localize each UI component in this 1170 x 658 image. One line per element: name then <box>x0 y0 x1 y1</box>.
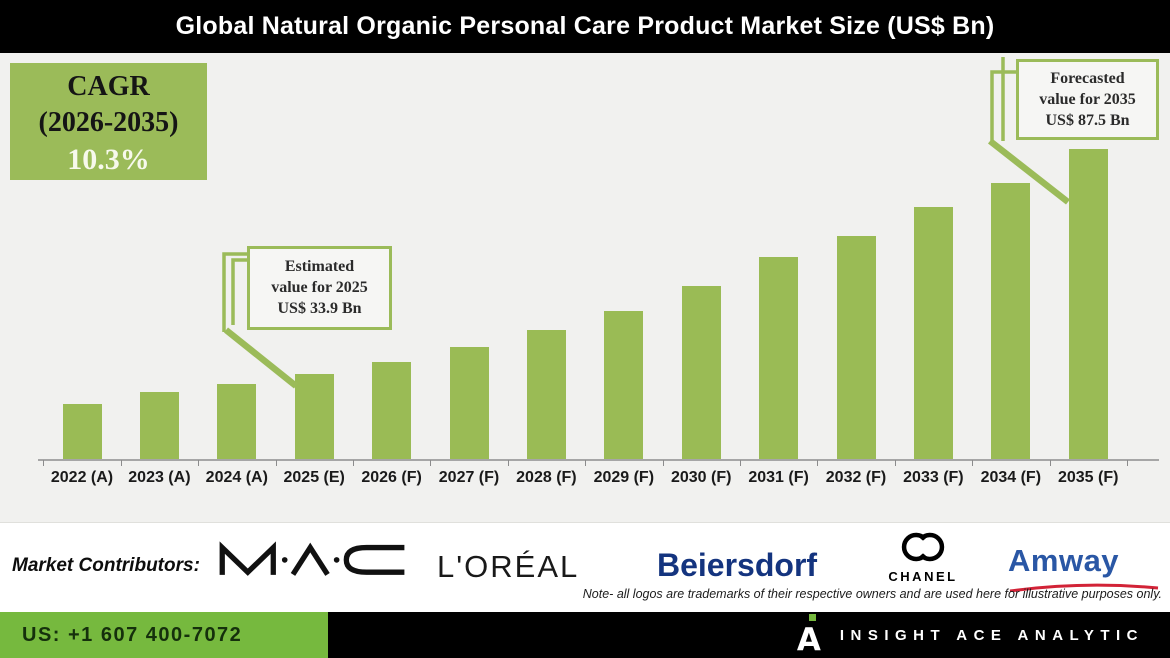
market-contributors-strip: Market Contributors: L'ORÉAL Beiersdorf … <box>0 523 1170 612</box>
chanel-logo: CHANEL <box>877 531 969 584</box>
x-axis-label: 2034 (F) <box>980 469 1042 486</box>
forecasted-value-callout: Forecasted value for 2035 US$ 87.5 Bn <box>1016 59 1159 140</box>
x-axis-label: 2033 (F) <box>903 469 964 486</box>
forecasted-line-2: value for 2035 <box>1039 91 1136 108</box>
axis-tick <box>1049 460 1051 466</box>
bar-2034 (F) <box>991 183 1031 459</box>
bar-2025 (E) <box>294 374 334 459</box>
bar-2035 (F) <box>1068 149 1108 459</box>
axis-tick <box>662 460 664 466</box>
x-axis-label: 2035 (F) <box>1057 469 1119 486</box>
x-axis-label: 2022 (A) <box>50 469 114 486</box>
bar-2026 (F) <box>372 362 412 459</box>
axis-tick <box>894 460 896 466</box>
bar-2022 (A) <box>62 404 102 459</box>
x-axis-label: 2024 (A) <box>205 469 268 486</box>
bar-chart: CAGR (2026-2035) 10.3% Estimated value f… <box>0 53 1170 523</box>
axis-tick <box>430 460 432 466</box>
bar-2031 (F) <box>759 257 799 459</box>
axis-tick <box>972 460 974 466</box>
footer-brand-block: A INSIGHT ACE ANALYTIC <box>328 612 1170 658</box>
amway-wordmark: Amway <box>1008 543 1120 578</box>
logo-letter-a: A <box>796 622 821 658</box>
forecasted-line-3: US$ 87.5 Bn <box>1045 112 1130 129</box>
phone-number: US: +1 607 400-7072 <box>22 623 243 646</box>
trademark-note: Note- all logos are trademarks of their … <box>582 587 1162 601</box>
mac-logo <box>219 541 405 576</box>
x-axis-label: 2029 (F) <box>593 469 655 486</box>
cagr-value: 10.3% <box>67 143 150 176</box>
x-axis-label: 2030 (F) <box>670 469 732 486</box>
footer: US: +1 607 400-7072 A INSIGHT ACE ANALYT… <box>0 612 1170 658</box>
bar-2029 (F) <box>604 311 644 459</box>
bar-2032 (F) <box>836 236 876 459</box>
chanel-cc-icon <box>901 532 945 562</box>
beiersdorf-logo: Beiersdorf <box>657 547 818 583</box>
x-axis-label: 2025 (E) <box>283 469 345 486</box>
x-axis-label: 2026 (F) <box>361 469 422 486</box>
brand-name: INSIGHT ACE ANALYTIC <box>839 626 1144 644</box>
axis-tick <box>120 460 122 466</box>
axis-tick <box>585 460 587 466</box>
footer-contact-block: US: +1 607 400-7072 <box>0 612 328 658</box>
axis-tick <box>352 460 354 466</box>
axis-tick <box>817 460 819 466</box>
x-axis-label: 2032 (F) <box>825 469 887 486</box>
axis-tick <box>198 460 200 466</box>
title-bar: Global Natural Organic Personal Care Pro… <box>0 0 1170 53</box>
axis-tick <box>1126 460 1128 466</box>
loreal-logo: L'ORÉAL <box>437 549 580 584</box>
bar-2028 (F) <box>526 330 566 459</box>
amway-swoosh-icon <box>1009 583 1159 593</box>
estimated-line-3: US$ 33.9 Bn <box>277 300 362 317</box>
estimated-line-2: value for 2025 <box>271 279 368 296</box>
page-title: Global Natural Organic Personal Care Pro… <box>175 12 995 40</box>
bar-2024 (A) <box>217 384 257 459</box>
forecasted-line-1: Forecasted <box>1050 70 1125 87</box>
axis-tick <box>275 460 277 466</box>
contributors-label: Market Contributors: <box>12 555 200 576</box>
estimated-value-callout: Estimated value for 2025 US$ 33.9 Bn <box>247 246 392 330</box>
x-axis-label: 2023 (A) <box>128 469 191 486</box>
cagr-callout: CAGR (2026-2035) 10.3% <box>10 63 207 180</box>
bar-2027 (F) <box>449 347 489 459</box>
insight-ace-logo-icon: A <box>796 614 825 658</box>
bar-2033 (F) <box>913 207 953 459</box>
x-axis-label: 2028 (F) <box>516 469 577 486</box>
axis-tick <box>43 460 45 466</box>
logo-green-square <box>808 614 816 621</box>
amway-logo: Amway <box>1008 543 1160 597</box>
bar-2030 (F) <box>681 286 721 459</box>
chanel-wordmark: CHANEL <box>888 569 958 584</box>
x-axis-label: 2027 (F) <box>438 469 500 486</box>
estimated-line-1: Estimated <box>284 258 355 275</box>
axis-tick <box>507 460 509 466</box>
axis-tick <box>739 460 741 466</box>
cagr-title: CAGR <box>67 71 150 102</box>
cagr-period: (2026-2035) <box>38 107 179 138</box>
x-axis-label: 2031 (F) <box>748 469 809 486</box>
bar-2023 (A) <box>139 392 179 459</box>
x-axis-line <box>38 459 1159 461</box>
